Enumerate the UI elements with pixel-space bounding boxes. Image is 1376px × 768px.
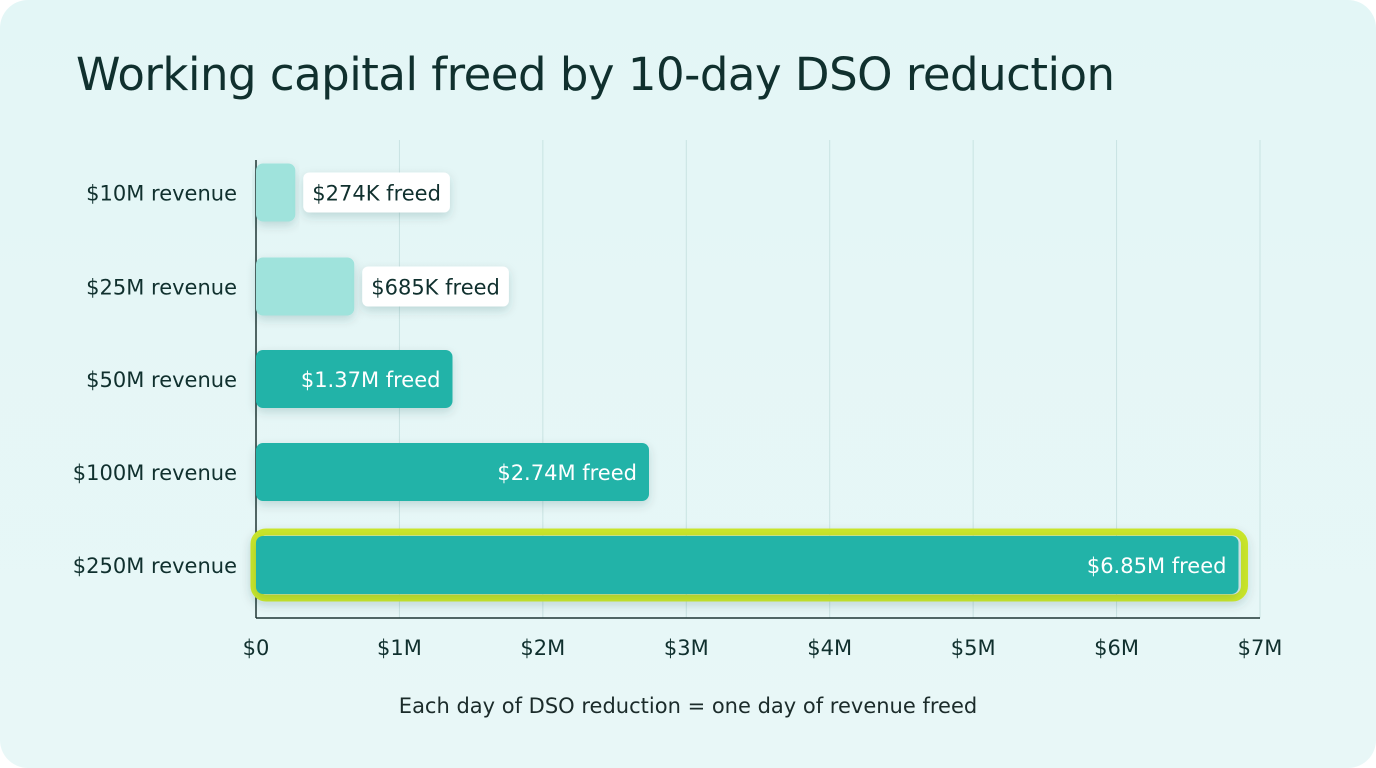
x-tick-label: $7M	[1238, 636, 1283, 660]
data-label: $6.85M freed	[1087, 554, 1227, 578]
category-label: $50M revenue	[86, 368, 237, 392]
category-label: $100M revenue	[73, 461, 237, 485]
bar	[256, 536, 1239, 594]
bar	[256, 257, 355, 316]
category-label: $25M revenue	[86, 276, 237, 300]
x-tick-label: $2M	[520, 636, 565, 660]
data-label-background	[362, 266, 509, 307]
category-label: $250M revenue	[73, 554, 237, 578]
data-label: $1.37M freed	[301, 368, 441, 392]
x-tick-label: $4M	[807, 636, 852, 660]
chart-title: Working capital freed by 10-day DSO redu…	[76, 48, 1115, 101]
x-tick-label: $3M	[664, 636, 709, 660]
bar	[256, 163, 296, 222]
data-label-background	[303, 172, 450, 213]
x-tick-label: $6M	[1094, 636, 1139, 660]
data-label: $2.74M freed	[497, 461, 637, 485]
x-tick-label: $0	[243, 636, 270, 660]
bar	[256, 350, 453, 408]
x-tick-label: $5M	[951, 636, 996, 660]
data-label: $274K freed	[312, 182, 441, 206]
chart-annotation: Each day of DSO reduction = one day of r…	[398, 694, 978, 718]
highlight-border	[250, 528, 1248, 602]
x-tick-label: $1M	[377, 636, 422, 660]
category-label: $10M revenue	[86, 182, 237, 206]
bar	[256, 443, 649, 501]
data-label: $685K freed	[371, 276, 500, 300]
